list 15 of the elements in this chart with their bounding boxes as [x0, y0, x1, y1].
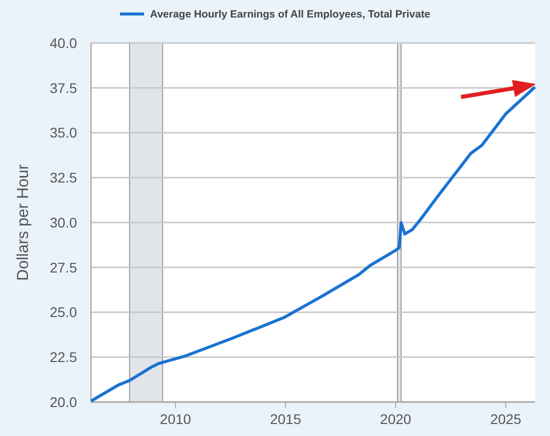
x-tick-label: 2010: [160, 411, 192, 427]
y-tick-label: 40.0: [50, 34, 78, 51]
y-tick-label: 20.0: [50, 394, 78, 410]
legend-label: Average Hourly Earnings of All Employees, Total Private: [150, 8, 430, 21]
y-tick-label: 27.5: [50, 259, 78, 276]
x-tick-label: 2025: [490, 411, 522, 427]
y-axis-title: Dollars per Hour: [15, 164, 32, 281]
y-tick-label: 35.0: [50, 124, 78, 141]
y-tick-label: 25.0: [50, 304, 78, 320]
y-tick-label: 30.0: [50, 214, 78, 230]
y-tick-label: 32.5: [50, 170, 78, 186]
x-tick-label: 2015: [270, 411, 302, 427]
y-tick-label: 22.5: [50, 349, 78, 366]
y-tick-label: 37.5: [50, 80, 78, 96]
x-tick-label: 2020: [380, 411, 412, 427]
